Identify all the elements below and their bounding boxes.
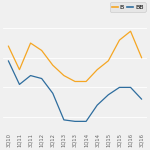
Legend: B, BB: B, BB: [110, 2, 146, 12]
